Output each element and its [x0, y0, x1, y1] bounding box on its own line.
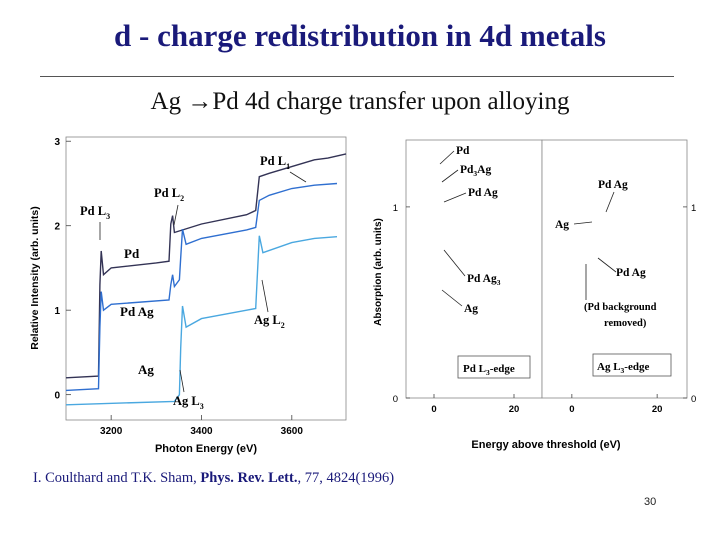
left-series-group — [65, 153, 347, 406]
ag-l3-edge-box — [592, 353, 672, 377]
arrow-icon: → — [187, 88, 213, 115]
page-number: 30 — [644, 496, 657, 508]
pointer-right-pd — [439, 150, 455, 165]
subtitle-from: Ag — [150, 88, 188, 115]
pointer-right-ag — [441, 289, 463, 307]
pointer-pd-l2 — [173, 204, 179, 226]
annotation-right-pdag-agpanel: Pd Ag — [598, 179, 628, 191]
annotation-ag-l2: Ag L2 — [254, 313, 285, 330]
left-x-tick-label: 3200 — [100, 426, 123, 437]
pd-x-tick-label: 20 — [509, 404, 520, 415]
ag-spectrum-line — [65, 235, 338, 406]
right-axes-group: 0 1 1 0 0 20 0 20 — [393, 139, 696, 415]
legend-pd: Pd — [124, 246, 140, 261]
pointer-right-pdag-agpanel — [605, 191, 615, 213]
pointer-right-pdag3 — [443, 249, 466, 277]
left-x-tick-label: 3400 — [190, 426, 213, 437]
reference-journal: Phys. Rev. Lett. — [200, 470, 298, 486]
annotation-ag-l3: Ag L3 — [173, 394, 204, 411]
annotation-pd-l3: Pd L3 — [80, 204, 110, 221]
pd-spectrum-line — [65, 153, 347, 379]
slide-subtitle: Ag →Pd 4d charge transfer upon alloying — [0, 88, 720, 116]
left-y-tick-label: 3 — [54, 137, 60, 148]
pointer-right-pdag — [443, 192, 467, 203]
slide-title: d - charge redistribution in 4d metals — [114, 18, 606, 53]
right-y-tick-label: 1 — [393, 203, 398, 214]
left-y-axis-label: Relative Intensity (arb. units) — [29, 206, 41, 350]
right-chart: 0 1 1 0 0 20 0 20 Absorption (arb. units) Energ… — [373, 139, 696, 451]
annotation-right-pd3ag: Pd3Ag — [460, 164, 491, 178]
left-y-tick-label: 2 — [54, 222, 60, 233]
pd-x-tick-label: 0 — [431, 404, 436, 415]
annotation-right-ag-agpanel: Ag — [555, 219, 569, 231]
legend-ag: Ag — [138, 362, 154, 377]
legend-pdag: Pd Ag — [120, 304, 154, 319]
pdag-spectrum-line — [65, 182, 338, 392]
left-x-axis-label: Photon Energy (eV) — [155, 443, 257, 455]
annotation-right-pdag: Pd Ag — [468, 187, 498, 199]
annotation-pd-l1: Pd L1 — [260, 154, 290, 171]
annotation-right-pd: Pd — [456, 145, 470, 157]
annotation-right-ag: Ag — [464, 303, 478, 315]
pointer-ag-l3 — [179, 369, 185, 393]
annotation-pd-l2: Pd L2 — [154, 186, 184, 203]
left-chart: 0 1 2 3 3200 3400 3600 Relative Intensity (arb… — [29, 136, 347, 455]
annotation-right-pdag3: Pd Ag3 — [467, 273, 501, 287]
ag-l3-edge-label: Ag L3-edge — [597, 361, 649, 375]
right-axis-tick-label: 1 — [691, 203, 696, 214]
left-plot-frame — [65, 136, 347, 421]
pointer-ag-l2 — [261, 279, 269, 313]
pointer-pd-l1 — [289, 171, 307, 183]
left-axes-group: 0 1 2 3 3200 3400 3600 — [54, 137, 303, 437]
title-divider — [40, 76, 674, 77]
annotation-right-pdag-removed: Pd Ag — [616, 267, 646, 279]
subtitle-rest: Pd 4d charge transfer upon alloying — [212, 88, 570, 115]
left-y-tick-label: 1 — [54, 306, 60, 317]
ag-x-tick-label: 0 — [569, 404, 574, 415]
reference-authors: I. Coulthard and T.K. Sham, — [33, 470, 201, 486]
reference-citation: I. Coulthard and T.K. Sham, Phys. Rev. L… — [33, 470, 394, 487]
annotation-right-background-2: removed) — [604, 318, 647, 329]
pointer-right-pdag-removed — [597, 257, 617, 273]
right-y-axis-label: Absorption (arb. units) — [373, 218, 384, 326]
pointer-right-ag-agpanel — [573, 221, 593, 225]
right-y-tick-label: 0 — [393, 394, 398, 405]
left-y-tick-label: 0 — [54, 391, 60, 402]
left-x-tick-label: 3600 — [281, 426, 304, 437]
pointer-right-pd3ag — [441, 169, 459, 183]
right-x-axis-label: Energy above threshold (eV) — [471, 439, 620, 451]
annotation-right-background-1: (Pd background — [584, 302, 657, 313]
pd-l3-edge-label: Pd L3-edge — [463, 363, 515, 377]
right-axis-tick-label: 0 — [691, 394, 696, 405]
pd-l3-edge-box — [457, 355, 531, 379]
reference-details: , 77, 4824(1996) — [297, 470, 395, 486]
ag-x-tick-label: 20 — [652, 404, 663, 415]
